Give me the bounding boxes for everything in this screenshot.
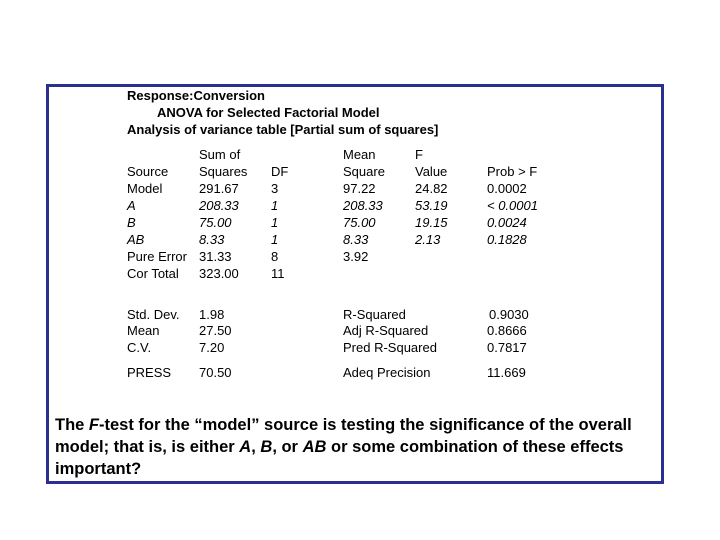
model-title: ANOVA for Selected Factorial Model [157,105,380,120]
row-df: 1 [271,232,279,247]
header-p: Prob > F [487,164,538,179]
explanation-note: The F-test for the “model” source is tes… [55,414,655,480]
row-source: Pure Error [127,249,187,264]
note-text: , [251,438,261,456]
note-text: -test for the “model” source is testing … [55,416,632,456]
row-f: 53.19 [415,198,448,213]
row-ss: 8.33 [199,232,225,247]
row-source: Cor Total [127,266,179,281]
stat-value: 27.50 [199,323,232,338]
content-frame [46,84,664,484]
row-ss: 323.00 [199,266,239,281]
header-ms-line1: Mean [343,147,376,162]
press-value: 70.50 [199,365,232,380]
stat-label: Pred R-Squared [343,340,437,355]
header-f-line1: F [415,147,423,162]
row-ss: 75.00 [199,215,232,230]
row-source: AB [127,232,145,247]
note-text: or some combination of these effects imp… [55,438,624,478]
row-source: B [127,215,136,230]
row-df: 3 [271,181,279,196]
stat-label: Adj R-Squared [343,323,429,338]
row-df: 1 [271,215,279,230]
adeq-precision-value: 11.669 [487,365,526,380]
row-p: 0.1828 [487,232,527,247]
row-f: 2.13 [415,232,441,247]
header-df: DF [271,164,289,179]
table-title: Analysis of variance table [Partial sum … [127,122,439,137]
stat-value: 1.98 [199,307,225,322]
row-df: 1 [271,198,279,213]
row-ms: 3.92 [343,249,369,264]
row-ms: 8.33 [343,232,369,247]
row-f: 24.82 [415,181,448,196]
note-a: A [239,438,252,456]
header-f-line2: Value [415,164,448,179]
row-ss: 291.67 [199,181,239,196]
row-p: < 0.0001 [487,198,538,213]
row-ms: 208.33 [343,198,383,213]
note-f: F [88,416,100,434]
row-ms: 97.22 [343,181,376,196]
header-ss-line1: Sum of [199,147,241,162]
stat-label: Std. Dev. [127,307,180,322]
note-text: The [55,416,89,434]
stat-value: 0.8666 [487,323,527,338]
stat-value: 0.7817 [487,340,527,355]
stat-label: Mean [127,323,160,338]
adeq-precision-label: Adeq Precision [343,365,431,380]
row-source: A [127,198,136,213]
row-ms: 75.00 [343,215,376,230]
header-ms-line2: Square [343,164,385,179]
row-ss: 31.33 [199,249,232,264]
stat-value: 0.9030 [489,307,529,322]
stat-label: C.V. [127,340,152,355]
row-p: 0.0002 [487,181,527,196]
note-text: , or [272,438,303,456]
row-p: 0.0024 [487,215,527,230]
stat-label: R-Squared [343,307,406,322]
row-source: Model [127,181,163,196]
press-label: PRESS [127,365,172,380]
note-b: B [260,438,273,456]
header-ss-line2: Squares [199,164,248,179]
note-ab: AB [302,438,327,456]
stat-value: 7.20 [199,340,225,355]
response-label: Response:Conversion [127,88,265,103]
header-source: Source [127,164,169,179]
row-ss: 208.33 [199,198,239,213]
row-df: 11 [271,266,285,281]
row-df: 8 [271,249,279,264]
row-f: 19.15 [415,215,448,230]
